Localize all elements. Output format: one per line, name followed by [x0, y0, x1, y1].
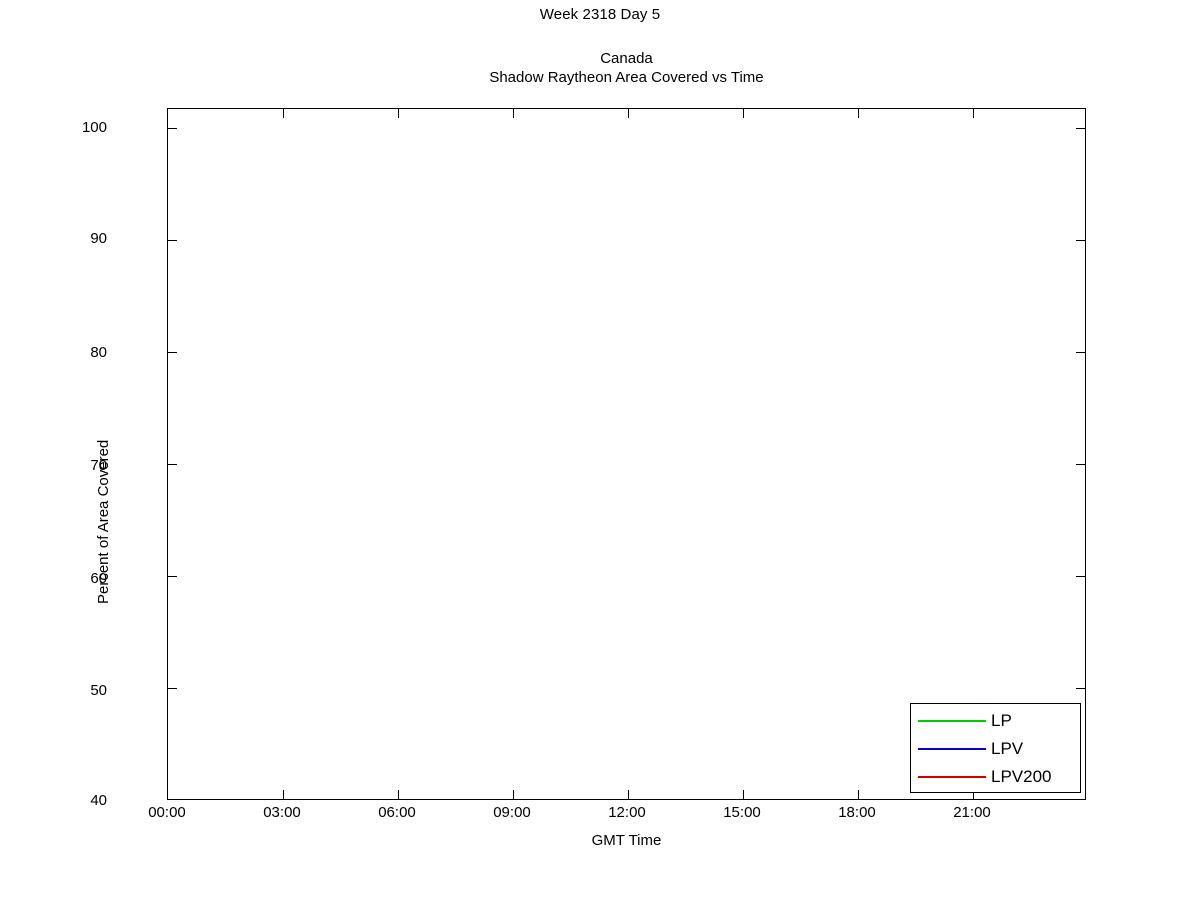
y-tick-left-70 [168, 464, 177, 465]
y-tick-left-50 [168, 688, 177, 689]
x-tick-top-0600 [398, 109, 399, 118]
y-axis-label: Percent of Area Covered [95, 439, 112, 604]
x-axis-label: GMT Time [591, 832, 662, 849]
chart-title-block: Canada Shadow Raytheon Area Covered vs T… [167, 49, 1086, 87]
y-tick-label-40: 40 [90, 792, 107, 809]
legend-line-swatch-lpv200 [918, 776, 986, 778]
x-tick-label-0300: 03:00 [263, 804, 301, 821]
x-tick-label-2100: 21:00 [953, 804, 991, 821]
x-tick-bottom-0600 [398, 790, 399, 799]
legend-line-swatch-lpv [918, 748, 986, 750]
x-tick-top-right-edge [1085, 109, 1086, 118]
x-tick-label-1200: 12:00 [608, 804, 646, 821]
legend-entry-lpv[interactable]: LPV [911, 735, 1080, 763]
y-tick-right-80 [1076, 352, 1085, 353]
x-tick-bottom-1500 [743, 790, 744, 799]
data-series-layer [168, 109, 1085, 799]
y-tick-right-60 [1076, 576, 1085, 577]
legend-line-swatch-lp [918, 720, 986, 722]
x-tick-bottom-0300 [283, 790, 284, 799]
x-tick-bottom-2100 [973, 790, 974, 799]
y-tick-right-50 [1076, 688, 1085, 689]
y-tick-right-100 [1076, 128, 1085, 129]
y-tick-label-50: 50 [90, 682, 107, 699]
x-tick-top-1500 [743, 109, 744, 118]
y-tick-label-60: 60 [90, 570, 107, 587]
y-tick-left-100 [168, 128, 177, 129]
figure-suptitle: Week 2318 Day 5 [539, 6, 661, 23]
x-tick-label-1800: 18:00 [838, 804, 876, 821]
y-tick-right-70 [1076, 464, 1085, 465]
legend-label-lp: LP [991, 711, 1012, 730]
y-tick-label-80: 80 [90, 344, 107, 361]
y-tick-label-70: 70 [90, 457, 107, 474]
legend-box[interactable]: LP LPV LPV200 [910, 703, 1081, 793]
x-tick-bottom-right-edge [1085, 790, 1086, 799]
y-tick-label-100: 100 [81, 119, 107, 136]
y-tick-left-90 [168, 240, 177, 241]
y-tick-left-60 [168, 576, 177, 577]
plot-area[interactable] [167, 108, 1086, 800]
legend-entry-lpv200[interactable]: LPV200 [911, 763, 1080, 791]
x-tick-label-0000: 00:00 [148, 804, 186, 821]
y-tick-label-90: 90 [90, 230, 107, 247]
x-tick-top-1200 [628, 109, 629, 118]
chart-title-region: Canada [600, 50, 653, 67]
x-tick-bottom-0900 [513, 790, 514, 799]
x-tick-top-0900 [513, 109, 514, 118]
x-tick-label-0600: 06:00 [378, 804, 416, 821]
x-tick-label-0900: 09:00 [493, 804, 531, 821]
x-tick-top-1800 [858, 109, 859, 118]
legend-entry-lp[interactable]: LP [911, 707, 1080, 735]
legend-label-lpv200: LPV200 [991, 767, 1052, 786]
legend-label-lpv: LPV [991, 739, 1024, 758]
y-tick-left-80 [168, 352, 177, 353]
x-tick-bottom-1800 [858, 790, 859, 799]
x-tick-label-1500: 15:00 [723, 804, 761, 821]
x-tick-top-2100 [973, 109, 974, 118]
chart-title-main: Shadow Raytheon Area Covered vs Time [489, 69, 764, 86]
x-tick-top-0300 [283, 109, 284, 118]
y-tick-right-90 [1076, 240, 1085, 241]
x-tick-bottom-1200 [628, 790, 629, 799]
